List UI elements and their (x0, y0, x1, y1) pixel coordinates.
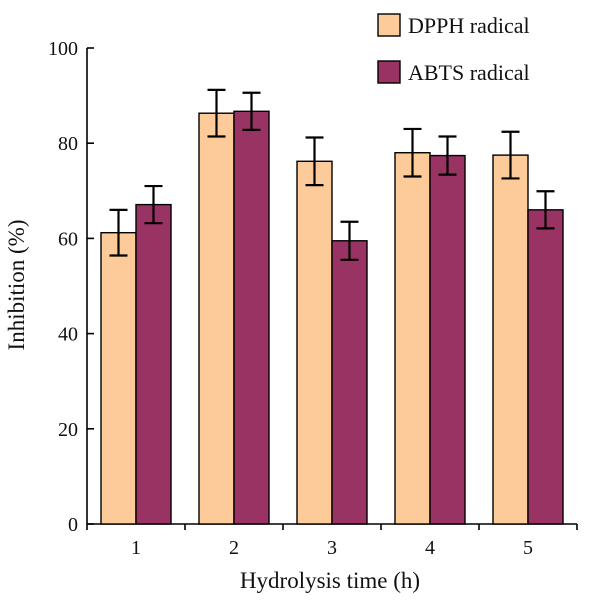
bar-dpph (296, 160, 333, 525)
x-tick-label: 5 (523, 537, 533, 559)
bar-abts (135, 203, 172, 525)
legend-label: ABTS radical (408, 60, 530, 85)
y-tick-label: 40 (58, 324, 78, 346)
y-axis-title: Inhibition (%) (4, 220, 29, 351)
error-bars (109, 88, 555, 261)
y-tick-label: 80 (58, 133, 78, 155)
bar-abts (233, 110, 270, 525)
bar-abts (527, 209, 564, 525)
bar-dpph (198, 112, 235, 525)
error-bar (207, 88, 226, 138)
y-axis: 0 20 40 60 80 100 (48, 38, 94, 536)
x-tick-label: 3 (327, 537, 337, 559)
x-tick-label: 2 (229, 537, 239, 559)
error-bar (501, 130, 520, 180)
legend-swatch (377, 13, 401, 37)
legend-swatch (377, 60, 401, 84)
bar-abts (331, 240, 368, 525)
x-axis: 1 2 3 4 5 (86, 523, 578, 559)
bar-dpph (492, 154, 529, 525)
bar-abts (429, 154, 466, 525)
x-tick-label: 1 (131, 537, 141, 559)
legend: DPPH radical ABTS radical (377, 13, 530, 85)
error-bar (144, 184, 163, 225)
error-bar (109, 208, 128, 257)
bar-dpph (100, 231, 137, 525)
error-bar (305, 136, 324, 187)
y-tick-label: 60 (58, 228, 78, 250)
error-bar (403, 127, 422, 178)
y-tick-label: 100 (48, 38, 78, 60)
bars (100, 110, 564, 525)
error-bar (242, 91, 261, 131)
bar-dpph (394, 152, 431, 525)
error-bar (536, 190, 555, 230)
y-tick-label: 0 (68, 514, 78, 536)
error-bar (438, 135, 457, 176)
legend-label: DPPH radical (408, 13, 530, 38)
error-bar (340, 220, 359, 261)
y-tick-label: 20 (58, 419, 78, 441)
x-axis-title: Hydrolysis time (h) (240, 568, 420, 593)
x-tick-label: 4 (425, 537, 435, 559)
